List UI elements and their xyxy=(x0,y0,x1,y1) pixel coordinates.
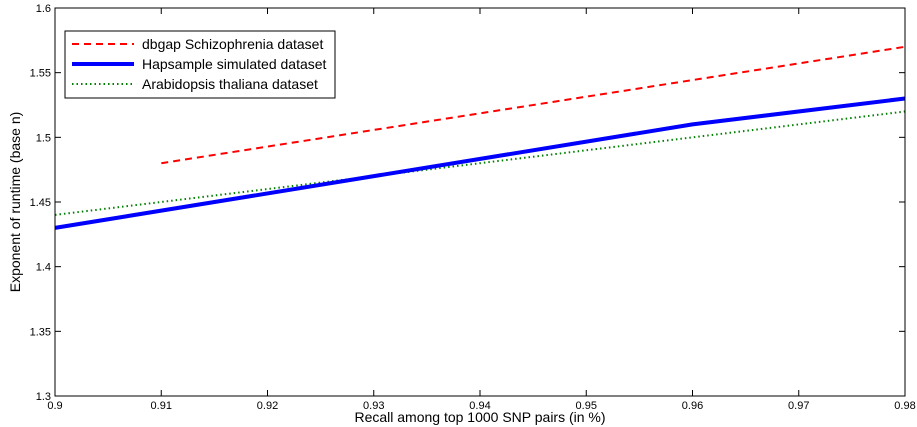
series-layer xyxy=(54,45,906,230)
legend: dbgap Schizophrenia dataset Hapsample si… xyxy=(64,30,336,99)
ticks-layer: 0.9 0.91 0.92 0.93 0.94 0.95 0.96 0.97 0.98 1.3 1.… xyxy=(30,3,916,412)
y-tick-label: 1.55 xyxy=(30,68,51,80)
x-tick-label: 0.97 xyxy=(788,400,809,412)
x-tick-label: 0.95 xyxy=(576,400,597,412)
x-tick-label: 0.93 xyxy=(363,400,384,412)
x-tick-label: 0.98 xyxy=(894,400,915,412)
legend-label-dbgap: dbgap Schizophrenia dataset xyxy=(142,36,323,52)
x-axis-label: Recall among top 1000 SNP pairs (in %) xyxy=(354,409,605,425)
y-axis-label: Exponent of runtime (base n) xyxy=(7,112,23,293)
plot-frame xyxy=(54,7,906,397)
y-tick-label: 1.6 xyxy=(36,3,51,15)
y-tick-label: 1.5 xyxy=(36,132,51,144)
series-line-hapsample xyxy=(54,96,906,230)
legend-label-hapsample: Hapsample simulated dataset xyxy=(142,56,327,72)
y-tick-label: 1.35 xyxy=(30,326,51,338)
y-tick-label: 1.45 xyxy=(30,197,51,209)
x-tick-label: 0.94 xyxy=(469,400,490,412)
x-tick-label: 0.96 xyxy=(682,400,703,412)
series-line-dbgap xyxy=(161,45,906,165)
x-tick-label: 0.92 xyxy=(257,400,278,412)
x-tick-label: 0.9 xyxy=(47,400,62,412)
y-tick-label: 1.3 xyxy=(36,391,51,403)
y-tick-label: 1.4 xyxy=(36,262,51,274)
legend-label-arabidopsis: Arabidopsis thaliana dataset xyxy=(142,76,318,92)
x-tick-label: 0.91 xyxy=(151,400,172,412)
series-line-arabidopsis xyxy=(54,110,906,216)
